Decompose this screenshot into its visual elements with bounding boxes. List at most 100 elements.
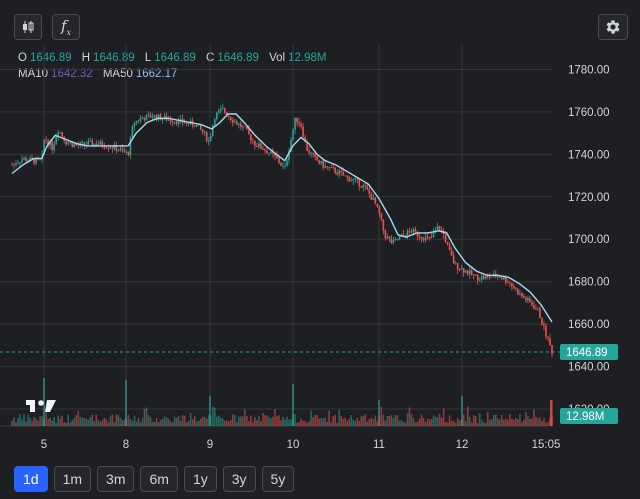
candle-body	[398, 236, 401, 240]
volume-bar	[65, 422, 68, 426]
volume-bar	[547, 421, 549, 426]
candle-body	[93, 143, 96, 146]
range-button-6m[interactable]: 6m	[140, 466, 178, 492]
volume-bar	[344, 417, 347, 426]
range-button-1m[interactable]: 1m	[53, 466, 92, 492]
volume-bar	[278, 415, 280, 426]
volume-bar	[113, 422, 116, 426]
candle-body	[488, 276, 491, 278]
range-button-1y[interactable]: 1y	[183, 466, 217, 492]
candle-body	[262, 148, 264, 150]
candlestick-type-button[interactable]	[14, 14, 42, 40]
candle-body	[438, 226, 441, 230]
volume-bar	[238, 416, 240, 426]
ma-series-line	[11, 113, 553, 323]
candle-body	[203, 131, 206, 133]
candle-body	[270, 151, 272, 154]
volume-bar	[464, 421, 467, 426]
candle-body	[83, 142, 86, 145]
volume-bar	[392, 418, 395, 426]
volume-bar	[107, 422, 110, 426]
volume-bar	[240, 416, 242, 426]
volume-bar	[73, 418, 76, 426]
range-button-3m[interactable]: 3m	[97, 466, 135, 492]
candle-body	[81, 142, 84, 143]
candle-body	[519, 293, 521, 295]
candle-body	[107, 147, 110, 149]
candle-body	[420, 237, 423, 239]
indicators-button[interactable]: fx	[52, 14, 80, 40]
volume-bar	[531, 418, 533, 426]
volume-bar	[364, 414, 367, 426]
volume-bar	[69, 422, 72, 426]
candle-body	[141, 118, 144, 119]
volume-bar	[482, 422, 485, 426]
candle-body	[236, 121, 238, 125]
volume-bar	[260, 421, 262, 426]
volume-bar	[221, 418, 224, 426]
candle-body	[484, 276, 487, 279]
candle-body	[149, 114, 152, 118]
volume-bar	[147, 414, 150, 426]
high-label: H	[81, 52, 91, 64]
candle-body	[280, 162, 282, 166]
volume-bar	[537, 418, 539, 426]
candle-body	[25, 157, 27, 161]
candle-body	[543, 324, 545, 326]
grid	[0, 44, 552, 427]
volume-bar	[79, 416, 82, 426]
price-chart[interactable]: 1620.001640.001660.001680.001700.001720.…	[0, 44, 640, 454]
last-price-label: 1646.89	[566, 347, 608, 359]
candle-body	[207, 140, 210, 142]
volume-bar	[145, 407, 148, 426]
volume-bar	[486, 411, 489, 426]
volume-bar	[242, 416, 244, 426]
volume-bar	[115, 414, 118, 426]
volume-bar	[201, 416, 204, 426]
y-tick-label: 1700.00	[568, 234, 610, 246]
volume-bar	[254, 416, 256, 426]
candle-body	[356, 178, 359, 180]
candle-body	[482, 276, 485, 279]
volume-bar	[266, 415, 268, 426]
volume-bar	[262, 412, 264, 426]
candle-body	[89, 140, 92, 142]
range-button-3y[interactable]: 3y	[222, 466, 256, 492]
candle-body	[338, 170, 341, 175]
price-axis[interactable]: 1620.001640.001660.001680.001700.001720.…	[568, 64, 610, 416]
volume-bar	[380, 406, 383, 426]
volume-spike	[125, 380, 127, 426]
candle-body	[547, 336, 549, 339]
volume-bar	[270, 418, 272, 426]
candle-body	[296, 117, 298, 123]
function-icon: fx	[60, 17, 72, 37]
volume-bar	[35, 418, 37, 426]
volume-bar	[494, 414, 497, 426]
candle-body	[316, 156, 318, 161]
candle-body	[330, 167, 332, 168]
volume-bar	[230, 420, 232, 426]
range-button-1d[interactable]: 1d	[14, 466, 48, 492]
volume-bar	[468, 416, 471, 426]
candle-body	[244, 126, 246, 128]
volume-bar	[133, 415, 136, 426]
time-axis[interactable]: 5 8 9 10 11 12 15:05	[41, 439, 561, 451]
volume-bar	[366, 421, 369, 426]
candle-body	[232, 120, 234, 123]
range-button-5y[interactable]: 5y	[261, 466, 295, 492]
volume-bar	[187, 420, 190, 426]
volume-bar	[527, 416, 529, 426]
volume-bar	[151, 421, 154, 426]
candle-body	[318, 160, 320, 164]
candle-body	[258, 143, 260, 147]
candle-body	[468, 270, 471, 275]
candle-body	[105, 147, 108, 149]
candle-body	[422, 238, 425, 241]
candle-body	[496, 275, 499, 277]
candle-body	[177, 119, 180, 124]
candle-body	[169, 119, 172, 122]
candle-body	[302, 126, 304, 137]
settings-button[interactable]	[598, 14, 628, 40]
volume-bar	[476, 422, 479, 426]
volume-bar	[117, 414, 120, 426]
